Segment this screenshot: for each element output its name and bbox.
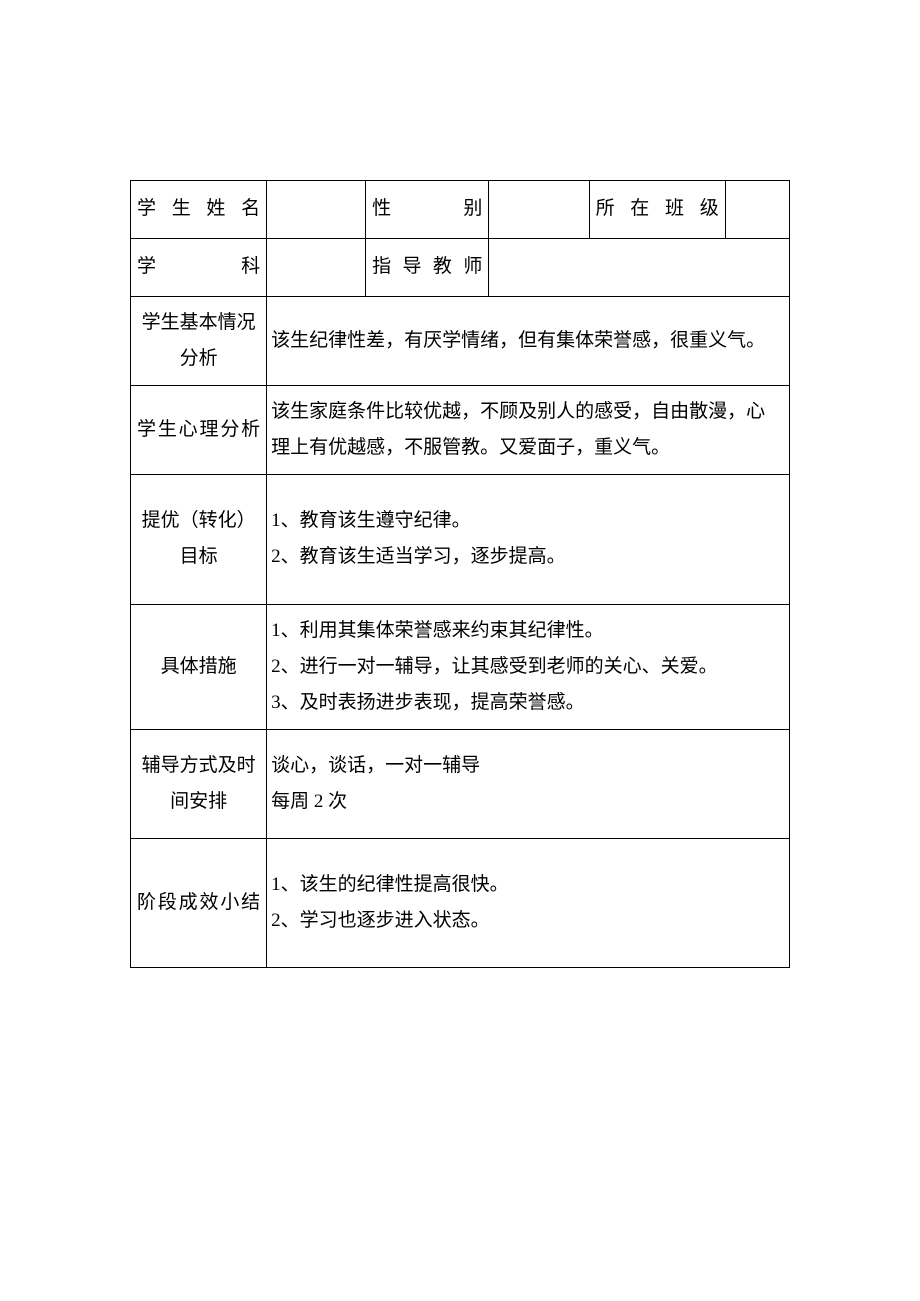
class-value — [725, 181, 789, 239]
table-row: 学生基本情况分析 该生纪律性差，有厌学情绪，但有集体荣誉感，很重义气。 — [131, 297, 790, 386]
table-row: 学科 指导教师 — [131, 239, 790, 297]
psych-analysis-label: 学生心理分析 — [131, 386, 267, 475]
summary-content: 1、该生的纪律性提高很快。 2、学习也逐步进入状态。 — [267, 839, 790, 968]
goal-content: 1、教育该生遵守纪律。 2、教育该生适当学习，逐步提高。 — [267, 475, 790, 604]
content-line: 3、及时表扬进步表现，提高荣誉感。 — [271, 685, 781, 721]
basic-analysis-label: 学生基本情况分析 — [131, 297, 267, 386]
table-row: 具体措施 1、利用其集体荣誉感来约束其纪律性。 2、进行一对一辅导，让其感受到老… — [131, 604, 790, 729]
gender-value — [489, 181, 589, 239]
table-row: 学生心理分析 该生家庭条件比较优越，不顾及别人的感受，自由散漫，心理上有优越感，… — [131, 386, 790, 475]
label-text: 辅导方式及时间安排 — [142, 755, 256, 812]
student-record-table: 学生姓名 性别 所在班级 学科 指导教师 学生基本情况分析 该生纪律性差，有厌学… — [130, 180, 790, 968]
table-row: 提优（转化）目标 1、教育该生遵守纪律。 2、教育该生适当学习，逐步提高。 — [131, 475, 790, 604]
content-line: 谈心，谈话，一对一辅导 — [271, 748, 781, 784]
name-label: 学生姓名 — [131, 181, 267, 239]
goal-label: 提优（转化）目标 — [131, 475, 267, 604]
teacher-label: 指导教师 — [366, 239, 489, 297]
name-value — [267, 181, 366, 239]
gender-label: 性别 — [366, 181, 489, 239]
content-line: 每周 2 次 — [271, 784, 781, 820]
measures-label: 具体措施 — [131, 604, 267, 729]
psych-analysis-content: 该生家庭条件比较优越，不顾及别人的感受，自由散漫，心理上有优越感，不服管教。又爱… — [267, 386, 790, 475]
label-text: 学生基本情况分析 — [142, 312, 256, 369]
measures-content: 1、利用其集体荣誉感来约束其纪律性。 2、进行一对一辅导，让其感受到老师的关心、… — [267, 604, 790, 729]
content-line: 1、该生的纪律性提高很快。 — [271, 867, 781, 903]
basic-analysis-content: 该生纪律性差，有厌学情绪，但有集体荣誉感，很重义气。 — [267, 297, 790, 386]
content-line: 1、利用其集体荣誉感来约束其纪律性。 — [271, 613, 781, 649]
table-row: 辅导方式及时间安排 谈心，谈话，一对一辅导 每周 2 次 — [131, 729, 790, 838]
teacher-value — [489, 239, 790, 297]
table-row: 阶段成效小结 1、该生的纪律性提高很快。 2、学习也逐步进入状态。 — [131, 839, 790, 968]
content-line: 2、进行一对一辅导，让其感受到老师的关心、关爱。 — [271, 649, 781, 685]
subject-label: 学科 — [131, 239, 267, 297]
schedule-label: 辅导方式及时间安排 — [131, 729, 267, 838]
schedule-content: 谈心，谈话，一对一辅导 每周 2 次 — [267, 729, 790, 838]
content-line: 2、学习也逐步进入状态。 — [271, 903, 781, 939]
content-line: 1、教育该生遵守纪律。 — [271, 503, 781, 539]
summary-label: 阶段成效小结 — [131, 839, 267, 968]
class-label: 所在班级 — [589, 181, 725, 239]
label-text: 提优（转化）目标 — [142, 510, 256, 567]
content-line: 2、教育该生适当学习，逐步提高。 — [271, 539, 781, 575]
table-row: 学生姓名 性别 所在班级 — [131, 181, 790, 239]
subject-value — [267, 239, 366, 297]
